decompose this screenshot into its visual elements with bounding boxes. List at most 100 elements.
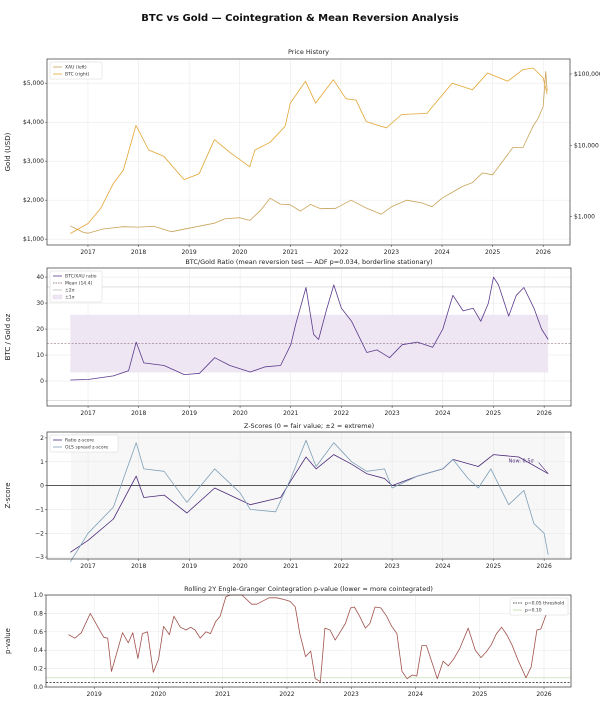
x-tick-label: 2020 xyxy=(232,249,247,256)
x-tick-label: 2018 xyxy=(131,249,146,256)
y-right-tick-label: $10,000 xyxy=(574,142,599,149)
x-tick-label: 2018 xyxy=(131,410,146,417)
x-tick-label: 2020 xyxy=(232,410,247,417)
x-tick-label: 2023 xyxy=(344,691,359,698)
x-tick-label: 2020 xyxy=(151,691,166,698)
panel-title: BTC/Gold Ratio (mean reversion test — AD… xyxy=(185,258,432,266)
series-line-p-value xyxy=(68,594,547,682)
x-tick-label: 2021 xyxy=(283,563,298,570)
x-tick-label: 2020 xyxy=(232,563,247,570)
x-tick-label: 2025 xyxy=(472,691,487,698)
y-axis-label: p-value xyxy=(4,628,12,654)
x-tick-label: 2025 xyxy=(486,410,501,417)
y-tick-label: 0.0 xyxy=(33,684,43,691)
y-tick-label: 0 xyxy=(40,378,44,385)
annotation-arrow xyxy=(538,462,549,474)
series-line-btc-xau-ratio xyxy=(70,276,549,381)
legend-label: p=0.10 xyxy=(525,608,542,614)
panel-1: Price History 2017 2018 2019 2020 2021 2022 202… xyxy=(4,48,600,256)
legend-label: ±1σ xyxy=(65,295,75,301)
legend-label: Ratio z-score xyxy=(65,438,94,444)
x-tick-label: 2024 xyxy=(435,410,450,417)
x-tick-label: 2021 xyxy=(283,249,298,256)
legend-label: Mean (14.4) xyxy=(65,281,92,287)
panel-3: Z-Scores (0 = fair value; ±2 = extreme) 2… xyxy=(4,422,572,570)
x-tick-label: 2024 xyxy=(434,249,449,256)
y-tick-label: $4,000 xyxy=(23,119,44,126)
x-tick-label: 2022 xyxy=(333,249,348,256)
y-right-tick-label: $1,000 xyxy=(574,214,595,221)
y-tick-label: 2 xyxy=(40,435,44,442)
y-tick-label: 20 xyxy=(36,326,44,333)
x-tick-label: 2023 xyxy=(384,563,399,570)
legend-label: ±2σ xyxy=(65,288,75,294)
legend-label: BTC/XAU ratio xyxy=(65,274,97,280)
axes-frame xyxy=(46,431,572,560)
y-tick-label: 1.0 xyxy=(33,592,43,599)
x-tick-label: 2022 xyxy=(334,563,349,570)
panel-title: Rolling 2Y Engle-Granger Cointegration p… xyxy=(184,585,433,593)
axes-frame xyxy=(46,58,571,246)
series-line-ols-spread-z-score xyxy=(69,439,549,563)
legend-label: OLS spread z-score xyxy=(65,445,108,451)
y-tick-label: −2 xyxy=(35,530,44,537)
x-tick-label: 2019 xyxy=(87,691,102,698)
series-line-xau-left- xyxy=(70,71,548,234)
y-tick-label: 1 xyxy=(40,459,44,466)
y-right-tick-label: $100,000 xyxy=(574,71,600,78)
y-tick-label: 0.6 xyxy=(33,629,43,636)
figure-title: BTC vs Gold — Cointegration & Mean Rever… xyxy=(141,13,458,24)
x-tick-label: 2021 xyxy=(283,410,298,417)
y-tick-label: −1 xyxy=(35,506,44,513)
legend-label: XAU (left) xyxy=(65,65,87,71)
panel-4: Rolling 2Y Engle-Granger Cointegration p… xyxy=(4,585,572,698)
y-tick-label: $3,000 xyxy=(23,158,44,165)
x-tick-label: 2026 xyxy=(536,691,551,698)
x-tick-label: 2019 xyxy=(182,410,197,417)
y-tick-label: $2,000 xyxy=(23,197,44,204)
x-tick-label: 2026 xyxy=(537,410,552,417)
panel-title: Price History xyxy=(288,48,329,56)
y-tick-label: 30 xyxy=(36,300,44,307)
y-tick-label: 0 xyxy=(40,483,44,490)
y-tick-label: 0.2 xyxy=(33,666,43,673)
y-tick-label: $5,000 xyxy=(23,80,44,87)
x-tick-label: 2017 xyxy=(80,563,95,570)
axes-frame xyxy=(46,267,572,407)
y-tick-label: 10 xyxy=(36,352,44,359)
axes-frame xyxy=(45,594,572,688)
legend-box xyxy=(49,434,119,453)
x-tick-label: 2026 xyxy=(537,563,552,570)
y-tick-label: $1,000 xyxy=(23,236,44,243)
x-tick-label: 2019 xyxy=(182,563,197,570)
x-tick-label: 2019 xyxy=(181,249,196,256)
panel-2: BTC/Gold Ratio (mean reversion test — AD… xyxy=(4,258,572,417)
x-tick-label: 2025 xyxy=(485,249,500,256)
y-tick-label: 0.4 xyxy=(33,647,43,654)
x-tick-label: 2023 xyxy=(384,249,399,256)
legend-box xyxy=(49,270,103,303)
x-tick-label: 2021 xyxy=(215,691,230,698)
legend: XAU (left)BTC (right) xyxy=(49,61,103,80)
x-tick-label: 2022 xyxy=(279,691,294,698)
legend-box xyxy=(49,61,103,80)
y-tick-label: 0.8 xyxy=(33,610,43,617)
x-tick-label: 2026 xyxy=(536,249,551,256)
x-tick-label: 2024 xyxy=(408,691,423,698)
panel-title: Z-Scores (0 = fair value; ±2 = extreme) xyxy=(244,422,374,430)
x-tick-label: 2018 xyxy=(131,563,146,570)
x-tick-label: 2024 xyxy=(435,563,450,570)
annotation-text: Now: 0.5σ xyxy=(509,459,535,465)
y-axis-label: Z-score xyxy=(4,482,12,508)
y-axis-label: Gold (USD) xyxy=(4,132,12,171)
legend-label: p=0.05 threshold xyxy=(525,601,564,607)
y-tick-label: −3 xyxy=(35,554,44,561)
legend-swatch xyxy=(52,294,63,300)
x-tick-label: 2022 xyxy=(334,410,349,417)
x-tick-label: 2025 xyxy=(486,563,501,570)
y-axis-label: BTC / Gold oz xyxy=(4,313,12,360)
